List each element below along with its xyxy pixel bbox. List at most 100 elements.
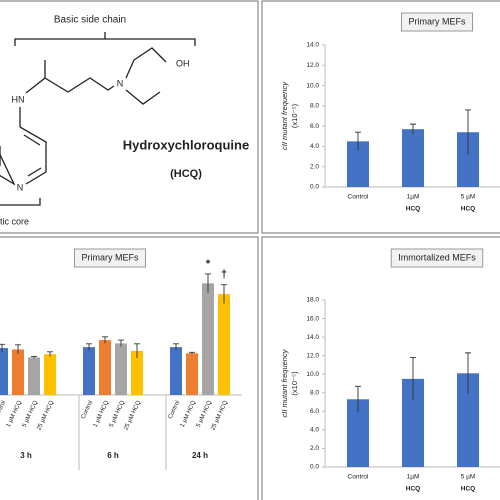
y-tick-label: 12.0	[306, 62, 319, 69]
y-tick-label: 2.0	[310, 163, 319, 170]
bar	[347, 141, 369, 187]
bar	[457, 132, 479, 187]
bond	[25, 60, 115, 94]
group-label: 24 h	[192, 451, 208, 460]
y-axis-label: (x10⁻⁵)	[290, 371, 299, 396]
error-bar	[31, 356, 37, 359]
structure: Basic side chain OH N HN N tic core Hydr…	[0, 15, 249, 226]
annotation: †	[221, 269, 227, 281]
error-bar	[465, 109, 471, 155]
compound-abbrev: (HCQ)	[170, 168, 202, 180]
ring	[0, 134, 42, 177]
y-tick-label: 4.0	[310, 427, 319, 434]
y-tick-label: 8.0	[310, 389, 319, 396]
y-tick-label: 6.0	[310, 408, 319, 415]
bar	[99, 340, 111, 395]
error-bar	[47, 351, 53, 357]
group-label: 3 h	[20, 451, 32, 460]
y-tick-label: 0.0	[310, 464, 319, 471]
error-bar	[118, 339, 124, 347]
y-tick-label: 14.0	[306, 334, 319, 341]
bar	[347, 399, 369, 467]
y-tick-label: 10.0	[306, 371, 319, 378]
side-chain-label: Basic side chain	[54, 15, 126, 26]
compound-name: Hydroxychloroquine	[123, 137, 249, 152]
core-label: tic core	[0, 216, 29, 226]
bar	[83, 347, 95, 395]
atom-label: N	[17, 182, 24, 192]
group-label: 6 h	[107, 451, 119, 460]
y-tick-label: 10.0	[306, 82, 319, 89]
y-tick-label: 0.0	[310, 184, 319, 191]
y-tick-label: 12.0	[306, 352, 319, 359]
brace	[0, 198, 41, 206]
panel-timecourse	[0, 236, 259, 500]
ring	[0, 126, 47, 186]
x-tick-label: 1µM	[407, 474, 420, 481]
bar	[44, 354, 56, 395]
bar	[0, 348, 8, 395]
bar	[28, 357, 40, 395]
error-bar	[355, 385, 361, 413]
panel-title: Immortalized MEFs	[398, 252, 476, 262]
bar	[131, 350, 143, 395]
y-tick-label: 14.0	[306, 42, 319, 49]
bar	[202, 283, 214, 395]
bar	[186, 353, 198, 395]
title-box	[390, 248, 484, 268]
x-tick-label: 5 µM	[461, 194, 476, 201]
error-bar	[189, 351, 195, 355]
error-bar	[410, 123, 416, 135]
title-box	[401, 12, 473, 32]
x-tick-label: Control	[0, 400, 7, 420]
y-tick-label: 18.0	[306, 297, 319, 304]
atom-label: OH	[176, 58, 190, 68]
y-axis-label: cII mutant frequency	[280, 81, 289, 150]
bar	[402, 378, 424, 467]
bar	[402, 129, 424, 187]
atom-label: N	[117, 78, 124, 88]
bar	[12, 349, 24, 395]
error-bar	[173, 343, 179, 351]
bar	[218, 294, 230, 395]
x-tick-label: HCQ	[461, 486, 475, 493]
bar	[457, 373, 479, 467]
y-tick-label: 8.0	[310, 103, 319, 110]
atom-label: HN	[12, 94, 25, 104]
brace	[14, 32, 196, 46]
y-tick-label: 16.0	[306, 315, 319, 322]
y-axis-label: cII mutant frequency	[280, 348, 289, 417]
annotation: *	[206, 258, 211, 270]
y-tick-label: 2.0	[310, 445, 319, 452]
x-tick-label: 1µM	[407, 194, 420, 201]
title-box	[74, 248, 146, 268]
error-bar	[465, 352, 471, 394]
x-tick-label: 5 µM	[461, 474, 476, 481]
error-bar	[102, 336, 108, 344]
error-bar	[221, 284, 227, 304]
error-bar	[410, 357, 416, 401]
error-bar	[134, 343, 140, 358]
x-tick-label: HCQ	[406, 486, 420, 493]
panel-title: Primary MEFs	[82, 252, 139, 262]
y-axis-label: (x10⁻⁵)	[290, 103, 299, 128]
error-bar	[15, 344, 21, 355]
bar	[115, 343, 127, 395]
bar	[170, 347, 182, 395]
y-tick-label: 4.0	[310, 143, 319, 150]
x-tick-label: Control	[348, 474, 370, 481]
x-tick-label: HCQ	[406, 206, 420, 213]
x-tick-label: HCQ	[461, 206, 475, 213]
panel-title: Primary MEFs	[409, 16, 466, 26]
bond	[125, 47, 167, 79]
error-bar	[205, 273, 211, 293]
bond	[125, 89, 161, 105]
y-tick-label: 6.0	[310, 123, 319, 130]
error-bar	[355, 131, 361, 151]
panel-structure	[0, 0, 259, 234]
x-tick-label: Control	[348, 194, 370, 201]
error-bar	[0, 343, 5, 352]
panel-primary	[261, 0, 500, 234]
error-bar	[86, 343, 92, 351]
